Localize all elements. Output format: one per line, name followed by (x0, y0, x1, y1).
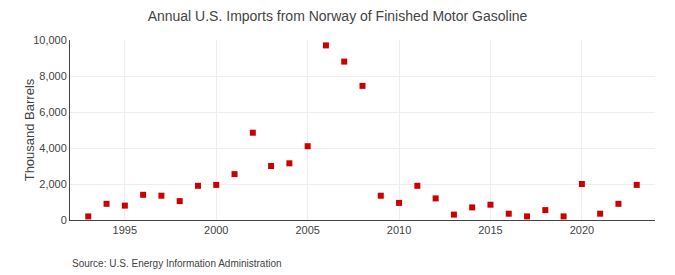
svg-text:2020: 2020 (570, 224, 594, 236)
svg-text:2015: 2015 (478, 224, 502, 236)
svg-text:2005: 2005 (295, 224, 319, 236)
svg-text:1995: 1995 (113, 224, 137, 236)
svg-text:2010: 2010 (387, 224, 411, 236)
svg-text:Thousand Barrels: Thousand Barrels (22, 78, 37, 181)
svg-text:8,000: 8,000 (39, 70, 67, 82)
svg-text:0: 0 (61, 214, 67, 226)
svg-text:Annual U.S. Imports from Norwa: Annual U.S. Imports from Norway of Finis… (148, 8, 528, 24)
svg-text:Source: U.S. Energy Informatio: Source: U.S. Energy Information Administ… (72, 258, 282, 269)
svg-text:2000: 2000 (204, 224, 228, 236)
svg-text:6,000: 6,000 (39, 106, 67, 118)
svg-text:10,000: 10,000 (33, 34, 67, 46)
svg-text:4,000: 4,000 (39, 142, 67, 154)
svg-text:2,000: 2,000 (39, 178, 67, 190)
